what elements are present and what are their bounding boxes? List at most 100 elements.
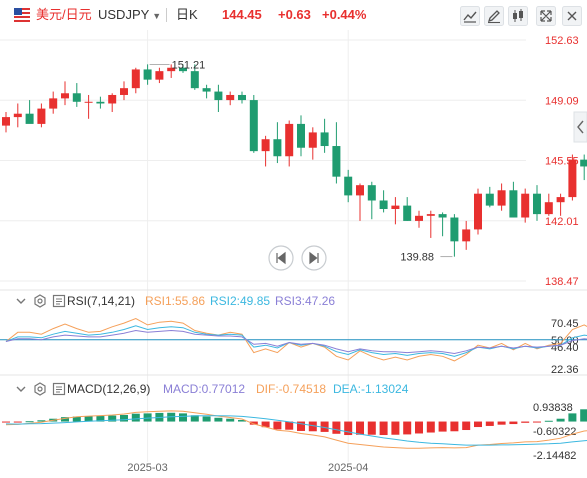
macd-histogram-bar xyxy=(438,421,447,432)
candle-body xyxy=(509,190,518,218)
step-back-button[interactable] xyxy=(268,245,294,271)
candle-body xyxy=(367,185,376,201)
high-annotation: 151.21 xyxy=(149,59,205,71)
gear-icon[interactable] xyxy=(33,294,47,308)
candle-body xyxy=(143,69,152,80)
candle-body xyxy=(72,93,81,102)
price-tick-label: 149.09 xyxy=(545,95,579,107)
divider xyxy=(166,8,167,22)
chart-settings-icon[interactable] xyxy=(460,6,480,26)
price-tick-label: 145.55 xyxy=(545,156,579,168)
indicator-info-icon[interactable] xyxy=(52,294,66,308)
us-flag-icon xyxy=(14,8,30,22)
price-change: +0.63 xyxy=(278,7,311,22)
candle-body xyxy=(25,113,34,124)
chevron-down-icon: ▼ xyxy=(152,11,162,21)
macd-value: MACD:0.77012 xyxy=(163,382,246,396)
candle-body xyxy=(426,214,435,216)
collapse-icon[interactable] xyxy=(14,382,28,396)
candle-body xyxy=(49,98,58,109)
rsi1-value: RSI1:55.86 xyxy=(145,294,206,308)
candle-body xyxy=(450,217,459,242)
dea-line xyxy=(5,415,587,446)
time-axis: 2025-03 2025-04 xyxy=(127,462,368,474)
macd-histogram-bar xyxy=(450,421,459,432)
draw-pen-icon[interactable] xyxy=(484,6,504,26)
macd-histogram-bar xyxy=(131,413,140,422)
macd-histogram-bar xyxy=(13,421,22,423)
macd-histogram-bar xyxy=(96,416,105,422)
macd-histogram-bar xyxy=(415,421,423,434)
symbol-selector[interactable]: USDJPY ▼ xyxy=(98,7,161,24)
macd-histogram-bar xyxy=(474,421,482,428)
fullscreen-icon[interactable] xyxy=(536,6,556,26)
macd-histogram-bar xyxy=(2,421,10,423)
macd-histogram-bar xyxy=(84,416,93,422)
macd-histogram-bar xyxy=(344,421,353,436)
candle-body xyxy=(379,200,388,210)
macd-histogram-bar xyxy=(509,421,518,425)
macd-histogram-bar xyxy=(120,414,128,422)
macd-histogram-bar xyxy=(273,421,282,430)
macd-histogram-bar xyxy=(226,418,235,422)
candle-body xyxy=(485,193,494,206)
macd-histogram-bar xyxy=(497,421,506,425)
candlestick-series xyxy=(2,64,587,257)
dea-value: DEA:-1.13024 xyxy=(333,382,409,396)
rsi-tick-label: 70.45 xyxy=(551,318,579,330)
symbol-label: USDJPY xyxy=(98,7,150,22)
candle-body xyxy=(568,159,577,198)
candle-body xyxy=(497,190,506,206)
step-forward-button[interactable] xyxy=(301,245,327,271)
scroll-right-button[interactable] xyxy=(573,111,587,143)
close-icon[interactable] xyxy=(562,6,582,26)
macd-histogram-bar xyxy=(202,416,211,422)
toolbar: 美元/日元 USDJPY ▼ 日K 144.45 +0.63 +0.44% xyxy=(0,0,587,30)
candle-body xyxy=(179,67,187,72)
macd-histogram-bar xyxy=(533,421,541,423)
candle-body xyxy=(415,215,423,221)
price-tick-label: 138.47 xyxy=(545,276,579,288)
macd-indicator-label[interactable]: MACD(12,26,9) xyxy=(67,382,151,396)
macd-histogram-bar xyxy=(332,421,341,434)
rsi3-value: RSI3:47.26 xyxy=(275,294,336,308)
candle-body xyxy=(214,91,223,101)
rsi-line-rsi3 xyxy=(5,329,587,355)
rsi-indicator-label[interactable]: RSI(7,14,21) xyxy=(67,294,136,308)
period-selector[interactable]: 日K xyxy=(176,7,198,22)
macd-histogram-bar xyxy=(462,421,471,431)
step-back-icon xyxy=(276,251,286,265)
candle-body xyxy=(190,71,199,89)
time-tick-label: 2025-04 xyxy=(328,462,368,474)
candle-body xyxy=(84,101,93,103)
macd-histogram-bar xyxy=(485,421,494,426)
macd-tick-label: -2.14482 xyxy=(533,450,576,462)
macd-histogram-bar xyxy=(544,420,553,422)
candle-body xyxy=(556,197,565,203)
candle-body xyxy=(580,159,587,167)
candle-body xyxy=(61,93,69,99)
rsi-line-rsi2 xyxy=(5,325,587,357)
macd-histogram-bar xyxy=(108,415,117,422)
macd-histogram-bar xyxy=(556,418,565,422)
rsi-tick-label: 22.36 xyxy=(551,364,579,376)
low-annotation: 139.88 xyxy=(400,252,453,264)
macd-histogram-bar xyxy=(179,413,187,422)
last-price: 144.45 xyxy=(222,7,262,22)
indicator-info-icon[interactable] xyxy=(52,382,66,396)
macd-histogram-bar xyxy=(249,421,258,425)
gear-icon[interactable] xyxy=(33,382,47,396)
currency-pair-label[interactable]: 美元/日元 xyxy=(36,7,92,22)
collapse-icon[interactable] xyxy=(14,294,28,308)
candlestick-type-icon[interactable] xyxy=(508,6,528,26)
candle-body xyxy=(533,193,541,215)
macd-histogram-bar xyxy=(297,421,305,431)
macd-histogram-bar xyxy=(580,409,587,422)
candle-body xyxy=(474,193,482,230)
price-tick-label: 142.01 xyxy=(545,216,579,228)
candle-body xyxy=(167,67,176,72)
macd-histogram-bar xyxy=(356,421,364,435)
macd-histogram-bar xyxy=(261,421,270,428)
dif-line xyxy=(5,410,587,449)
